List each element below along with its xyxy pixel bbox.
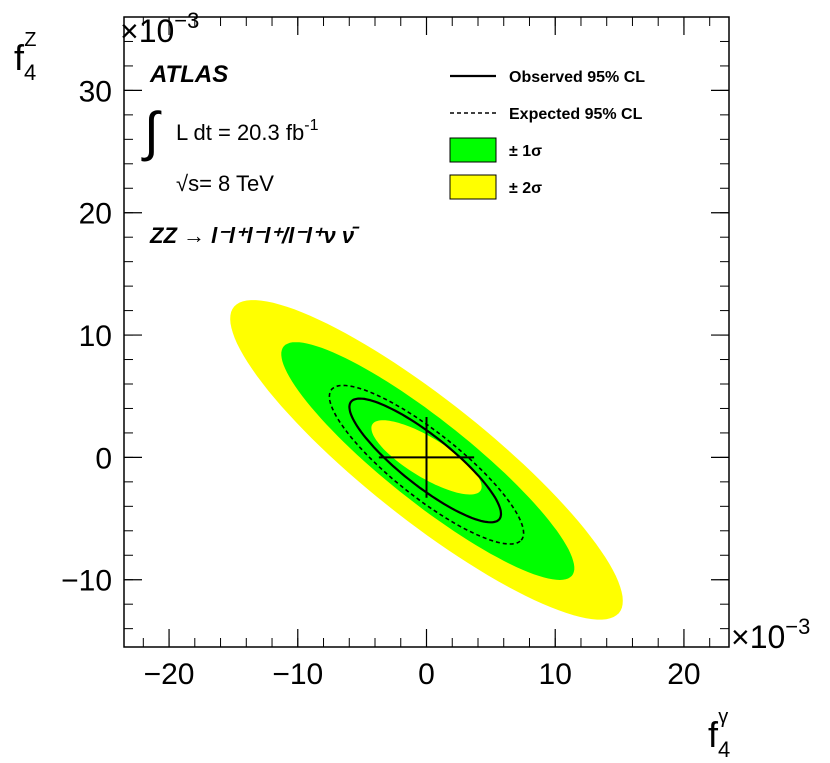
x-tick-label: 10 <box>539 658 572 691</box>
x-label-base: f <box>708 714 719 755</box>
legend-label: ± 2σ <box>509 180 542 197</box>
x-multiplier-base: ×10 <box>731 619 785 655</box>
x-label-sup: γ <box>718 706 728 728</box>
x-multiplier-exponent: −3 <box>785 614 810 639</box>
x-axis-title: f4 γ <box>708 706 730 762</box>
legend-label: ± 1σ <box>509 143 542 160</box>
legend-label: Observed 95% CL <box>509 69 645 86</box>
energy-label: √s= 8 TeV <box>176 171 274 196</box>
process-label: ZZ → l⁻l⁺l⁻l⁺/l⁻l⁺ν ν̄ <box>149 223 360 248</box>
contour-line <box>348 397 503 524</box>
contour-line <box>328 384 525 545</box>
y-tick-label: 30 <box>79 75 112 108</box>
legend: Observed 95% CL Expected 95% CL ± 1σ ± 2σ <box>449 69 645 200</box>
y-label-base: f <box>14 37 25 78</box>
y-axis-title: f4 Z <box>14 29 36 85</box>
x-label-sub: 4 <box>718 737 730 762</box>
luminosity-label: L dt = 20.3 fb-1 <box>176 117 319 145</box>
legend-swatch <box>449 174 497 200</box>
y-tick-label: −10 <box>61 565 112 598</box>
legend-label: Expected 95% CL <box>509 106 643 123</box>
y-multiplier-exponent: −3 <box>174 8 199 33</box>
experiment-label: ATLAS <box>149 61 228 88</box>
luminosity-exponent: -1 <box>304 117 318 134</box>
y-tick-label: 0 <box>95 442 112 475</box>
y-multiplier-base: ×10 <box>120 13 174 49</box>
x-multiplier: ×10−3 <box>731 614 810 655</box>
luminosity-text: L dt = 20.3 fb <box>176 120 304 145</box>
axes: −20 −10 0 10 20 −10 0 10 20 30 <box>61 16 729 691</box>
x-tick-label: −20 <box>144 658 195 691</box>
integral-sign: ∫ <box>141 102 162 162</box>
x-tick-label: −10 <box>272 658 323 691</box>
plot-area <box>230 300 623 620</box>
x-tick-label: 0 <box>418 658 435 691</box>
y-label-sub: 4 <box>24 60 36 85</box>
x-tick-label: 20 <box>667 658 700 691</box>
y-tick-label: 20 <box>79 198 112 231</box>
y-tick-label: 10 <box>79 320 112 353</box>
legend-swatch <box>449 137 497 163</box>
y-label-sup: Z <box>24 29 36 51</box>
y-multiplier: ×10−3 <box>120 8 199 49</box>
